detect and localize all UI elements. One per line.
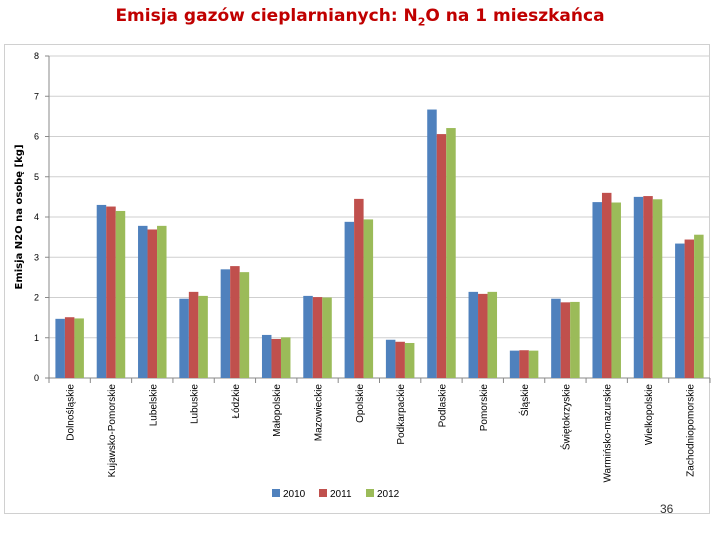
- x-tick-label: Podlaskie: [437, 384, 448, 428]
- bar-2010: [385, 339, 396, 378]
- bar-2011: [147, 229, 158, 378]
- y-tick-label: 3: [34, 252, 39, 262]
- x-tick-label: Mazowieckie: [314, 384, 325, 442]
- bar-2011: [271, 338, 281, 378]
- page-number: 36: [660, 502, 674, 516]
- bar-2010: [551, 298, 561, 378]
- bar-2011: [643, 196, 653, 378]
- bar-2010: [468, 291, 479, 378]
- bar-2010: [303, 295, 313, 378]
- bar-2012: [694, 234, 704, 378]
- y-tick-label: 7: [34, 91, 39, 101]
- x-tick-label: Kujawsko-Pomorskie: [107, 384, 118, 478]
- legend-swatch: [366, 489, 374, 497]
- x-tick-label: Podkarpackie: [396, 384, 407, 445]
- bar-2012: [528, 350, 539, 378]
- y-tick-label: 1: [34, 333, 39, 343]
- legend-swatch: [272, 489, 280, 497]
- bar-2010: [55, 318, 65, 378]
- x-tick-label: Świętokrzyskie: [559, 384, 572, 451]
- y-tick-labels: 0 1 2 3 4 5 6 7 8: [34, 51, 39, 383]
- bar-2011: [230, 266, 240, 378]
- x-tick-label: Lubuskie: [190, 384, 201, 424]
- y-axis-label: Emisja N2O na osobę [kg]: [14, 144, 25, 289]
- bar-2012: [74, 318, 84, 378]
- x-tick-label: Śląskie: [518, 384, 531, 417]
- bar-2012: [322, 297, 332, 378]
- bar-2012: [487, 291, 498, 378]
- bar-2011: [601, 192, 612, 378]
- bar-2012: [611, 202, 621, 378]
- y-tick-label: 8: [34, 51, 39, 61]
- bar-2010: [261, 334, 272, 378]
- title-subscript: 2: [417, 15, 426, 29]
- chart-frame: [4, 44, 710, 514]
- x-tick-labels: Dolnośląskie Kujawsko-Pomorskie Lubelskie L…: [66, 384, 697, 483]
- bar-2012: [115, 210, 126, 378]
- bar-2010: [344, 221, 355, 378]
- bar-2010: [592, 202, 602, 378]
- legend-label: 2012: [377, 489, 400, 500]
- bar-2011: [560, 302, 571, 378]
- x-tick-label: Wielkopolskie: [644, 384, 655, 446]
- bar-2011: [64, 317, 75, 378]
- bar-2010: [96, 204, 107, 378]
- bar-2010: [179, 298, 189, 378]
- y-tick-label: 5: [34, 172, 39, 182]
- x-tick-label: Małopolskie: [272, 384, 283, 437]
- bar-2011: [519, 350, 529, 378]
- bar-2010: [509, 350, 520, 378]
- bar-2012: [652, 199, 663, 378]
- y-tick-label: 0: [34, 373, 39, 383]
- bar-2010: [633, 196, 644, 378]
- x-tick-label: Pomorskie: [479, 384, 490, 432]
- bar-2011: [684, 239, 695, 378]
- bar-2012: [570, 301, 580, 378]
- bars: [55, 109, 704, 378]
- bar-2011: [395, 341, 405, 378]
- x-tick-label: Dolnośląskie: [66, 384, 77, 441]
- bar-2010: [427, 109, 437, 378]
- bar-2011: [478, 293, 488, 378]
- x-tick-label: Łódzkie: [231, 384, 242, 419]
- bar-2012: [404, 342, 415, 378]
- y-tick-label: 4: [34, 212, 39, 222]
- bar-2011: [436, 134, 447, 378]
- x-tick-label: Lubelskie: [148, 384, 159, 427]
- bar-2012: [198, 295, 208, 378]
- bar-2011: [188, 291, 199, 378]
- bar-2012: [239, 272, 250, 378]
- x-tick-label: Warmińsko-mazurskie: [603, 384, 614, 483]
- legend: 2010 2011 2012: [272, 489, 400, 500]
- y-tick-label: 6: [34, 132, 39, 142]
- y-tick-label: 2: [34, 293, 39, 303]
- legend-label: 2011: [330, 489, 352, 500]
- bar-2010: [220, 269, 231, 378]
- bar-2011: [106, 206, 116, 378]
- bar-2011: [354, 198, 364, 378]
- bar-2012: [363, 219, 374, 378]
- title-rest: O na 1 mieszkańca: [425, 6, 605, 26]
- bar-2010: [138, 225, 148, 378]
- legend-swatch: [319, 489, 327, 497]
- slide-title: Emisja gazów cieplarnianych: N2O na 1 mi…: [0, 6, 720, 28]
- bar-2012: [157, 225, 167, 378]
- bar-2010: [675, 243, 685, 378]
- x-tick-label: Opolskie: [355, 384, 366, 423]
- legend-label: 2010: [283, 489, 306, 500]
- title-main: Emisja gazów cieplarnianych: N: [115, 6, 418, 26]
- bar-2012: [446, 128, 456, 378]
- bar-2011: [312, 297, 323, 378]
- bar-2012: [280, 337, 291, 378]
- x-tick-label: Zachodniopomorskie: [685, 384, 696, 477]
- x-axis: [48, 56, 711, 383]
